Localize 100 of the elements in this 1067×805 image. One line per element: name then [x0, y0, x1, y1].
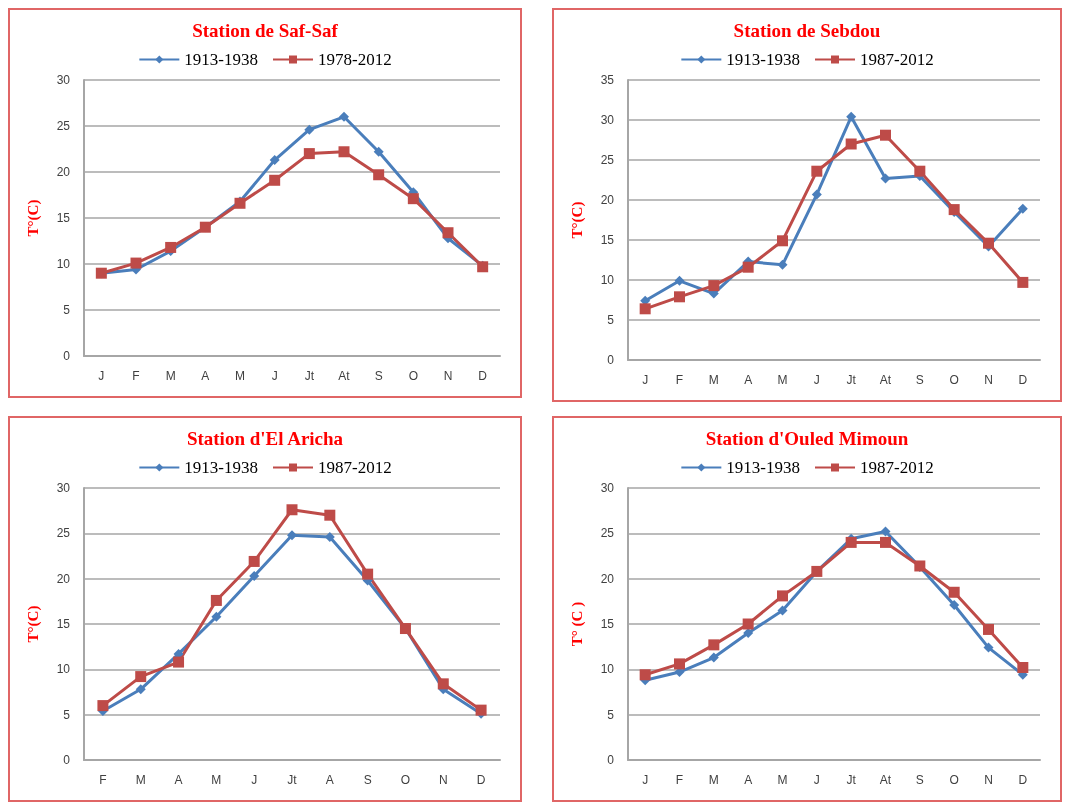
x-tick-label: M [165, 369, 176, 383]
y-tick-label: 30 [56, 481, 71, 495]
point [983, 623, 994, 635]
y-tick-label: 15 [600, 617, 615, 631]
y-tick-label: 20 [56, 571, 71, 586]
point [949, 599, 960, 610]
point [287, 530, 297, 541]
y-tick-label: 25 [600, 153, 615, 167]
legend-label: 1913-1938 [184, 50, 259, 69]
point [846, 111, 857, 122]
point [845, 138, 857, 150]
point [210, 594, 222, 606]
x-tick-label: At [879, 373, 892, 387]
y-tick-label: 5 [607, 313, 615, 327]
point [303, 148, 315, 160]
point [777, 259, 788, 270]
y-tick-label: 20 [56, 165, 71, 179]
point [1017, 203, 1028, 214]
y-tick-label: 25 [600, 526, 615, 541]
y-tick-label: 0 [63, 349, 71, 363]
x-tick-label: F [675, 373, 684, 387]
x-tick-label: J [98, 369, 105, 383]
x-tick-label: A [325, 773, 334, 787]
y-tick-label: 30 [600, 113, 615, 127]
y-tick-label: 10 [56, 257, 71, 271]
point [743, 628, 754, 639]
point [407, 193, 419, 205]
point [475, 704, 487, 716]
x-tick-label: A [174, 773, 183, 787]
legend-label: 1987-2012 [318, 458, 392, 477]
point [983, 642, 994, 653]
x-tick-label: J [642, 773, 649, 787]
x-tick-label: F [99, 773, 107, 787]
point [173, 656, 185, 668]
y-tick-label: 15 [56, 617, 71, 631]
point [777, 590, 788, 602]
y-tick-label: 30 [56, 73, 71, 87]
x-tick-label: D [478, 369, 488, 383]
x-tick-label: O [949, 373, 959, 387]
x-tick-label: A [201, 369, 210, 383]
point [1017, 662, 1029, 674]
x-tick-label: O [400, 773, 411, 787]
y-axis-title: T°(C) [24, 605, 42, 643]
y-tick-label: 35 [600, 73, 615, 87]
x-tick-label: M [708, 373, 719, 387]
point [269, 174, 281, 186]
y-axis-title: T° (C ) [568, 601, 586, 647]
y-axis-title: T°(C) [24, 199, 42, 237]
point [211, 611, 222, 622]
point [880, 526, 891, 537]
x-tick-label: A [744, 373, 753, 387]
y-tick-label: 10 [56, 662, 71, 677]
point [339, 111, 349, 122]
x-tick-label: F [132, 369, 140, 383]
point [249, 570, 260, 581]
point [248, 555, 260, 567]
point [674, 291, 685, 303]
point [286, 504, 298, 516]
point [708, 639, 720, 651]
point [130, 257, 142, 269]
y-tick-label: 5 [63, 303, 71, 317]
x-tick-label: O [408, 369, 419, 383]
point [135, 684, 146, 695]
y-tick-label: 15 [600, 233, 615, 247]
x-tick-label: J [813, 373, 820, 387]
x-tick-label: D [1018, 773, 1028, 787]
x-tick-label: F [675, 773, 684, 787]
y-tick-label: 10 [600, 273, 615, 287]
point [165, 241, 177, 253]
x-tick-label: Jt [287, 773, 298, 787]
legend-label: 1913-1938 [726, 50, 801, 69]
point [442, 227, 454, 239]
chart-title: Station de Saf-Saf [192, 20, 339, 41]
x-tick-label: S [915, 373, 924, 387]
legend-label: 1987-2012 [860, 50, 934, 69]
point [742, 618, 754, 630]
y-tick-label: 15 [56, 211, 71, 225]
point [811, 165, 823, 177]
point [914, 165, 926, 177]
legend-label: 1987-2012 [860, 458, 934, 477]
point [1017, 276, 1029, 288]
y-tick-label: 20 [600, 571, 615, 586]
y-tick-label: 0 [607, 353, 615, 367]
x-tick-label: At [338, 369, 351, 383]
point [338, 146, 350, 158]
y-tick-label: 0 [607, 753, 615, 767]
point [845, 536, 857, 548]
point [324, 509, 336, 521]
x-tick-label: J [251, 773, 258, 787]
point [777, 605, 788, 616]
point [811, 189, 822, 200]
x-tick-label: S [363, 773, 372, 787]
point [674, 275, 685, 286]
point [880, 173, 891, 184]
point [362, 568, 374, 580]
chart-title: Station de Sebdou [733, 20, 881, 41]
point [777, 235, 788, 247]
legend-label: 1978-2012 [318, 50, 392, 69]
x-tick-label: M [777, 373, 788, 387]
point [639, 669, 651, 681]
